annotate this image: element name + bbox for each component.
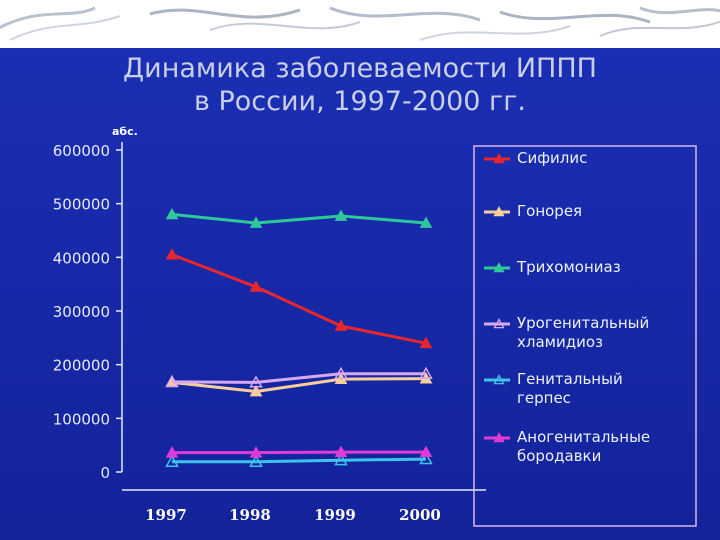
chart-series [165,207,433,467]
series-line [171,212,427,225]
data-point [249,375,263,388]
series-6 [165,445,433,458]
series-3 [165,207,433,228]
legend-swatch-marker [493,374,505,385]
data-point [165,207,179,220]
y-tick-label: 500000 [53,196,110,214]
data-point [334,319,348,331]
y-tick-label: 0 [100,464,110,482]
data-point [334,209,348,221]
data-point [334,366,348,379]
series-line [171,372,426,384]
series-1 [165,248,433,349]
series-2 [165,372,433,397]
legend-label: Гонорея [517,202,582,220]
legend-label: герпес [517,389,571,407]
data-point [419,452,433,465]
y-axis-ticks: 0 100000 200000 300000 400000 500000 600000 [53,142,122,482]
data-point [249,454,263,467]
chart-title-line-1: Динамика заболеваемости ИППП [123,53,597,84]
series-line [171,253,427,345]
y-tick-label: 200000 [53,357,110,375]
series-line [172,457,427,464]
series-4 [165,366,433,388]
legend-label: Сифилис [517,149,587,167]
legend-swatch-marker [493,432,505,443]
data-point [249,216,263,228]
legend-swatch-marker [493,262,505,273]
legend-label: хламидиоз [517,333,603,351]
chart-title-line-2: в России, 1997-2000 гг. [194,86,526,117]
x-tick-label: 1999 [314,506,356,524]
series-5 [165,452,433,467]
y-tick-label: 100000 [53,410,110,428]
data-point [165,454,179,467]
x-tick-label: 1998 [229,506,271,524]
chart-legend: Сифилис Гонорея Трихомониаз Урогенитальныйх… [473,145,697,527]
data-point [165,374,179,387]
data-point [165,446,179,458]
data-point [249,280,263,292]
x-tick-label: 1997 [145,506,187,524]
legend-label: Трихомониаз [516,258,621,276]
x-axis-ticks: 1997 1998 1999 2000 [145,506,441,524]
legend-box [473,145,697,527]
data-point [334,453,348,466]
line-chart: абс. 0 100000 200000 300000 400000 500000 6000… [53,125,697,527]
legend-swatch-marker [493,318,505,329]
x-tick-label: 2000 [399,506,441,524]
data-point [419,216,433,228]
legend-swatch-marker [493,206,505,217]
legend-item: Гонорея [484,202,582,220]
slide-background: Динамика заболеваемости ИППП в России, 1… [0,48,720,540]
data-point [334,445,348,458]
legend-item: Сифилис [484,149,587,167]
data-point [419,445,433,458]
legend-label: Урогенитальный [517,314,649,332]
legend-item: Трихомониаз [484,258,621,276]
y-axis-unit-label: абс. [112,125,138,138]
y-tick-label: 600000 [53,142,110,160]
data-point [419,336,433,349]
series-line [172,450,426,455]
legend-label: Генитальный [517,370,623,388]
data-point [165,248,179,260]
y-tick-label: 400000 [53,249,110,267]
chart-title: Динамика заболеваемости ИППП в России, 1… [0,52,720,118]
data-point [419,366,433,379]
decorative-brush-strokes [0,6,720,41]
legend-label: Аногенитальные [517,428,650,446]
data-point [249,384,263,397]
chart-axes: абс. [112,125,486,491]
series-line [171,377,427,393]
data-point [249,446,263,458]
legend-label: бородавки [517,447,601,465]
y-tick-label: 300000 [53,303,110,321]
legend-swatch-marker [493,153,505,164]
